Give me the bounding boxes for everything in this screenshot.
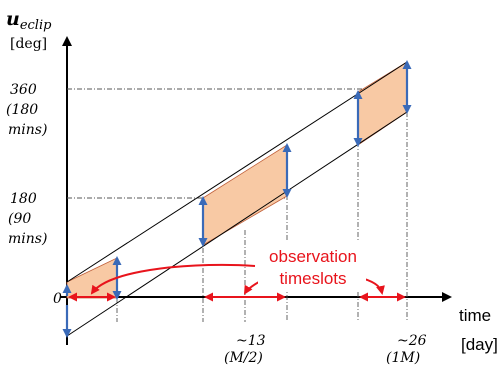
x-tick-13: ~13	[236, 333, 266, 349]
x-axis-unit: [day]	[461, 335, 498, 354]
upper-diagonal	[66, 61, 408, 283]
x-tick-13-note: (M/2)	[224, 350, 263, 366]
annotation-line1: observation	[269, 247, 357, 266]
y-axis-subscript: eclip	[20, 18, 52, 33]
y-tick-180-note1: (90	[8, 211, 31, 227]
x-tick-labels: ~13 (M/2) ~26 (1M)	[224, 333, 427, 366]
y-tick-180-note2: mins)	[8, 231, 47, 247]
y-tick-360-note1: (180	[6, 102, 38, 118]
y-tick-0: 0	[53, 291, 62, 307]
annotation-line2: timeslots	[279, 269, 346, 288]
y-tick-180: 180	[10, 191, 37, 207]
y-tick-labels: 360 (180 mins) 180 (90 mins) 0	[6, 82, 62, 307]
y-axis-unit: [deg]	[10, 36, 47, 52]
callout-to-slot1	[90, 263, 256, 295]
annotation-background	[258, 242, 366, 290]
y-axis-title: ueclip	[6, 8, 52, 33]
y-axis-symbol: u	[6, 8, 20, 30]
range-arrows	[62, 60, 412, 338]
band-3	[357, 61, 408, 146]
y-tick-360-note2: mins)	[8, 122, 47, 138]
x-tick-26: ~26	[397, 333, 427, 349]
x-axis-title: time	[459, 306, 491, 325]
x-tick-26-note: (1M)	[386, 350, 420, 366]
lower-diagonal	[66, 111, 408, 337]
y-tick-360: 360	[10, 82, 37, 98]
